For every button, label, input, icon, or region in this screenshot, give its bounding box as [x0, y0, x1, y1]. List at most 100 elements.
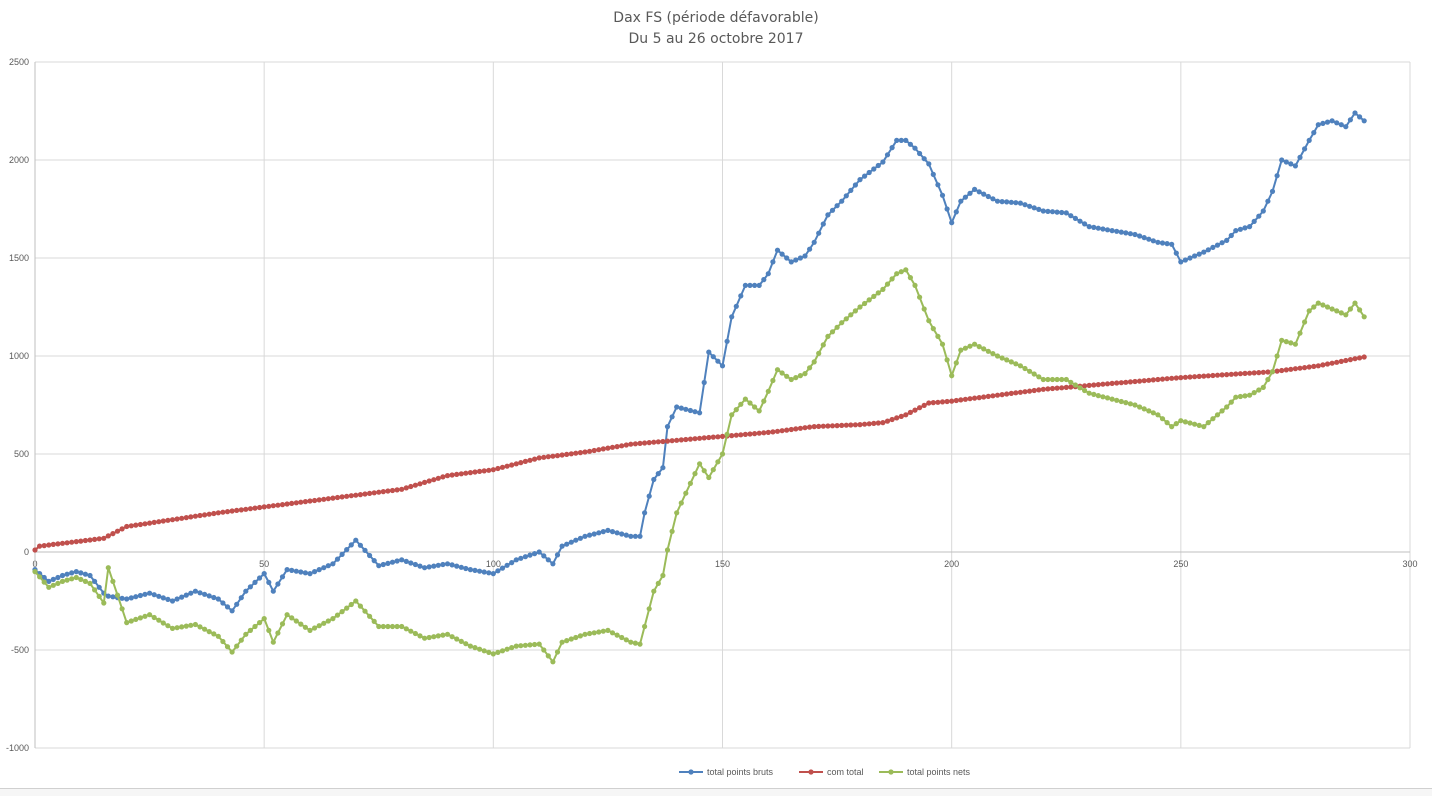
data-point: [160, 518, 166, 524]
data-point: [330, 616, 336, 622]
data-point: [655, 580, 661, 587]
data-point: [385, 560, 391, 567]
data-point: [513, 461, 519, 467]
data-point: [834, 423, 840, 429]
data-point: [206, 511, 212, 517]
data-point: [293, 568, 299, 574]
data-point: [147, 590, 153, 596]
data-point: [862, 173, 868, 179]
data-point: [683, 436, 689, 443]
data-point: [1178, 418, 1184, 424]
data-point: [1008, 199, 1014, 205]
axes: -1000-5000500100015002000250005010015020…: [6, 57, 1418, 753]
data-point: [848, 312, 854, 318]
data-point: [1352, 300, 1358, 306]
data-point: [820, 342, 826, 348]
data-point: [857, 304, 863, 310]
data-point: [1233, 394, 1239, 400]
data-point: [389, 623, 396, 630]
data-point: [220, 509, 226, 515]
data-point: [852, 308, 859, 314]
data-point: [1059, 209, 1065, 216]
data-point: [183, 623, 189, 629]
data-point: [1178, 259, 1184, 265]
data-point: [742, 431, 749, 437]
data-point: [252, 579, 258, 586]
data-point: [609, 529, 616, 535]
data-point: [348, 601, 354, 608]
data-point: [816, 230, 822, 236]
data-point: [1045, 208, 1051, 214]
data-point: [69, 570, 75, 576]
data-point: [779, 428, 785, 434]
data-point: [348, 542, 354, 548]
data-point: [1320, 120, 1326, 126]
data-point: [687, 480, 694, 486]
data-point: [582, 631, 588, 637]
data-point: [774, 428, 781, 434]
data-point: [362, 547, 368, 554]
data-point: [664, 438, 671, 444]
data-point: [270, 588, 276, 594]
data-point: [422, 635, 428, 641]
data-point: [605, 627, 611, 634]
data-point: [1347, 357, 1353, 363]
data-point: [362, 608, 368, 614]
data-point: [843, 193, 849, 199]
data-point: [710, 467, 716, 473]
data-point: [1201, 373, 1207, 379]
data-point: [651, 588, 657, 594]
data-point: [275, 630, 281, 636]
data-point: [179, 594, 185, 600]
data-point: [243, 506, 249, 512]
data-point: [990, 196, 996, 202]
data-point: [426, 634, 432, 641]
data-point: [1132, 231, 1138, 238]
data-point: [1114, 228, 1120, 234]
data-point: [550, 659, 556, 665]
data-point: [1361, 118, 1367, 124]
data-point: [926, 400, 932, 406]
data-point: [903, 137, 909, 143]
data-point: [142, 521, 148, 527]
data-point: [1219, 372, 1225, 378]
data-point: [522, 458, 529, 464]
data-point: [1040, 376, 1046, 383]
data-point: [444, 473, 451, 479]
data-point: [605, 445, 611, 451]
data-point: [774, 247, 781, 253]
data-point: [133, 522, 139, 528]
data-point: [706, 349, 712, 355]
data-point: [1022, 202, 1028, 208]
data-point: [1004, 199, 1010, 205]
data-point: [1297, 365, 1303, 371]
data-point: [463, 641, 469, 647]
data-point: [985, 393, 991, 399]
data-point: [422, 565, 428, 571]
data-point: [1123, 230, 1129, 236]
data-point: [1329, 306, 1335, 312]
data-point: [449, 562, 455, 568]
data-point: [472, 469, 478, 475]
data-point: [967, 396, 973, 402]
data-point: [701, 435, 707, 441]
data-point: [266, 579, 272, 586]
data-point: [733, 303, 739, 309]
data-point: [1109, 380, 1115, 386]
data-point: [1334, 308, 1340, 314]
data-point: [1315, 300, 1321, 306]
data-point: [105, 533, 111, 539]
data-point: [1027, 388, 1033, 394]
data-point: [147, 520, 153, 526]
data-point: [1036, 206, 1042, 212]
data-point: [660, 438, 666, 445]
data-point: [321, 620, 327, 626]
data-point: [1256, 370, 1262, 376]
data-point: [807, 424, 813, 430]
data-point: [412, 482, 418, 488]
data-point: [990, 351, 996, 357]
data-point: [587, 630, 593, 637]
data-point: [1292, 366, 1298, 372]
data-point: [472, 645, 478, 651]
data-point: [687, 436, 694, 442]
